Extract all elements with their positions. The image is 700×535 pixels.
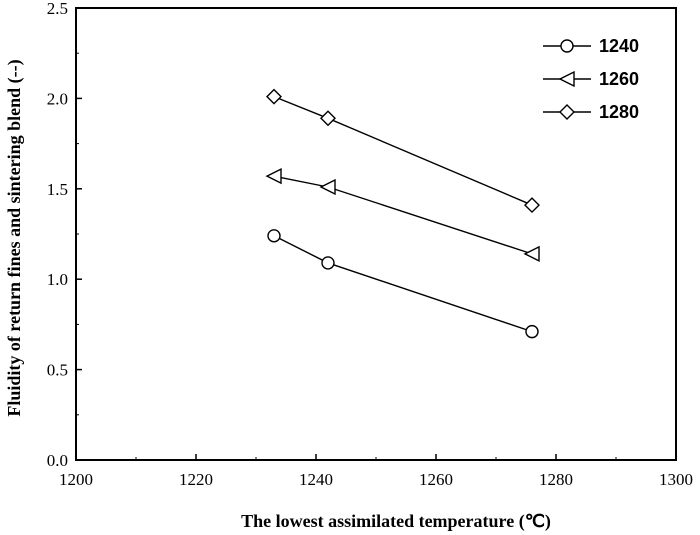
series-1240	[267, 229, 539, 339]
series-1260	[265, 168, 540, 263]
y-tick-label: 1.0	[47, 270, 68, 289]
legend-label: 1260	[599, 69, 639, 89]
y-tick-label: 2.5	[47, 0, 68, 18]
y-tick-label: 0.0	[47, 451, 68, 470]
x-axis: 1200 1220 1240 1260 1280 1300	[59, 454, 693, 489]
data-point	[525, 324, 539, 339]
legend-item-1240: 1240	[543, 36, 639, 56]
data-point	[265, 168, 282, 185]
y-axis: 0.0 0.5 1.0 1.5 2.0 2.5	[47, 0, 82, 470]
data-point	[267, 229, 281, 243]
legend-label: 1240	[599, 36, 639, 56]
legend-item-1280: 1280	[543, 102, 639, 122]
data-point	[524, 197, 540, 214]
data-point	[266, 88, 282, 105]
legend-marker	[559, 104, 575, 120]
x-axis-title: The lowest assimilated temperature (℃)	[241, 511, 551, 532]
data-point	[319, 178, 336, 196]
plot-frame	[75, 7, 677, 461]
x-tick-label: 1260	[419, 470, 453, 489]
series-layer	[265, 88, 540, 339]
data-point	[523, 245, 540, 263]
x-tick-label: 1240	[299, 470, 333, 489]
x-tick-label: 1280	[539, 470, 573, 489]
legend-item-1260: 1260	[543, 69, 639, 89]
x-tick-label: 1300	[659, 470, 693, 489]
y-tick-label: 2.0	[47, 89, 68, 108]
legend-marker	[558, 70, 575, 88]
series-line	[273, 175, 533, 255]
y-axis-title: Fluidity of return fines and sintering b…	[4, 59, 25, 416]
data-point	[320, 110, 336, 127]
y-tick-label: 0.5	[47, 361, 68, 380]
legend-marker	[560, 39, 574, 53]
x-tick-label: 1220	[179, 470, 213, 489]
data-point	[321, 256, 335, 270]
series-line	[273, 95, 533, 206]
x-tick-label: 1200	[59, 470, 93, 489]
y-tick-label: 1.5	[47, 180, 68, 199]
plot-border	[75, 7, 677, 461]
legend: 1240 1260 1280	[543, 36, 639, 122]
legend-label: 1280	[599, 102, 639, 122]
series-1280	[266, 88, 540, 214]
series-line	[273, 235, 533, 333]
